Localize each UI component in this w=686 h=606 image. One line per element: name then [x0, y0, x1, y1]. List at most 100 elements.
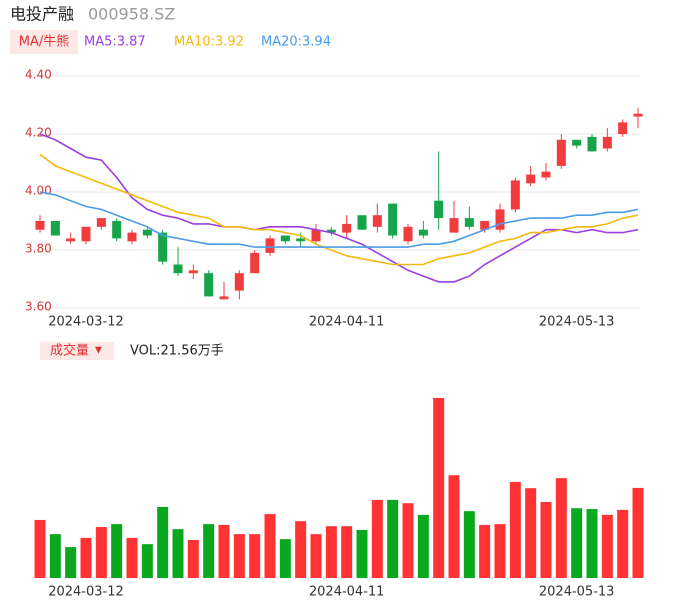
- candle-body: [434, 200, 444, 219]
- candle-body: [173, 264, 183, 274]
- volume-bar: [111, 524, 123, 578]
- candle-body: [372, 215, 382, 227]
- candle-body: [388, 203, 398, 236]
- candle-body: [510, 180, 520, 210]
- candle-body: [587, 136, 597, 152]
- candle-body: [495, 209, 505, 230]
- ma-line: [39, 191, 639, 248]
- volume-bar: [325, 526, 337, 578]
- ma-button-bg[interactable]: [10, 30, 78, 54]
- volume-bar: [371, 499, 383, 578]
- volume-bar: [218, 524, 230, 578]
- x-tick-label: 2024-05-13: [539, 585, 615, 600]
- stock-code: 000958.SZ: [88, 5, 175, 24]
- volume-bar: [479, 524, 491, 578]
- vol-button-arrow[interactable]: ▼: [95, 346, 102, 356]
- volume-bar: [80, 537, 92, 578]
- candle-body: [357, 215, 367, 230]
- volume-bar: [126, 537, 138, 578]
- candle-body: [127, 232, 137, 242]
- candle-body: [158, 232, 168, 262]
- volume-bar: [632, 487, 644, 578]
- volume-bar: [157, 506, 169, 578]
- volume-bar: [34, 519, 46, 578]
- candle-body: [556, 139, 566, 166]
- volume-bar: [433, 397, 445, 578]
- candle-body: [572, 139, 582, 146]
- volume-bar: [203, 524, 215, 578]
- candle-body: [602, 136, 612, 149]
- volume-bar: [295, 521, 307, 578]
- x-tick-label: 2024-04-11: [309, 315, 385, 330]
- volume-bar: [49, 534, 61, 578]
- candle-body: [188, 270, 198, 274]
- x-tick-label: 2024-03-12: [48, 315, 124, 330]
- volume-bar: [233, 534, 245, 578]
- candle-body: [280, 235, 290, 242]
- candle-body: [449, 218, 459, 233]
- y-tick-label: 3.60: [25, 300, 52, 314]
- candle-body: [265, 238, 275, 253]
- volume-bar: [264, 514, 276, 578]
- candle-body: [234, 273, 244, 291]
- volume-bar: [494, 524, 506, 578]
- candle-body: [66, 238, 76, 242]
- candle-body: [464, 218, 474, 227]
- x-tick-label: 2024-04-11: [309, 585, 385, 600]
- volume-bar: [525, 488, 537, 578]
- candle-body: [403, 226, 413, 242]
- ma-button[interactable]: MA/牛熊: [19, 34, 70, 50]
- candle-body: [418, 229, 428, 236]
- candle-body: [526, 174, 536, 184]
- volume-bar: [540, 501, 552, 578]
- volume-bar: [617, 509, 629, 578]
- volume-bar: [463, 511, 475, 578]
- volume-bar: [555, 478, 567, 578]
- candle-body: [250, 252, 260, 274]
- volume-label: VOL:21.56万手: [130, 344, 224, 359]
- vol-button[interactable]: 成交量: [50, 343, 89, 359]
- volume-bar: [310, 534, 322, 578]
- x-tick-label: 2024-03-12: [48, 585, 124, 600]
- candle-body: [204, 273, 214, 297]
- volume-bar: [65, 547, 77, 578]
- candle-body: [142, 229, 152, 236]
- candle-body: [96, 218, 106, 227]
- volume-bar: [387, 499, 399, 578]
- volume-bar: [249, 534, 261, 578]
- volume-bar: [141, 544, 153, 578]
- volume-bar: [402, 503, 414, 578]
- candle-body: [311, 229, 321, 242]
- volume-bar: [172, 529, 184, 578]
- volume-bar: [187, 539, 199, 578]
- candle-body: [81, 226, 91, 242]
- volume-bar: [279, 539, 291, 578]
- legend-entry: MA5:3.87: [84, 35, 146, 50]
- candle-body: [112, 221, 122, 239]
- candle-body: [35, 221, 45, 230]
- x-tick-label: 2024-05-13: [539, 315, 615, 330]
- y-tick-label: 4.40: [25, 68, 52, 82]
- volume-bar: [417, 514, 429, 578]
- candle-body: [633, 113, 643, 117]
- vol-button-bg[interactable]: [40, 342, 114, 360]
- volume-bar: [601, 514, 613, 578]
- candle-body: [219, 296, 229, 300]
- y-tick-label: 4.00: [25, 184, 52, 198]
- volume-bar: [95, 527, 107, 578]
- candle-body: [618, 122, 628, 134]
- stock-name: 电投产融: [10, 5, 74, 24]
- volume-bar: [571, 508, 583, 578]
- legend-entry: MA20:3.94: [261, 35, 331, 50]
- volume-bar: [341, 526, 353, 578]
- candle-body: [480, 221, 490, 230]
- candle-body: [541, 171, 551, 178]
- ma-line: [39, 133, 639, 283]
- volume-bar: [586, 509, 598, 578]
- ma-line: [39, 153, 639, 266]
- volume-bar: [448, 475, 460, 578]
- legend-entry: MA10:3.92: [174, 35, 244, 50]
- candle-body: [296, 238, 306, 242]
- candle-body: [50, 221, 60, 236]
